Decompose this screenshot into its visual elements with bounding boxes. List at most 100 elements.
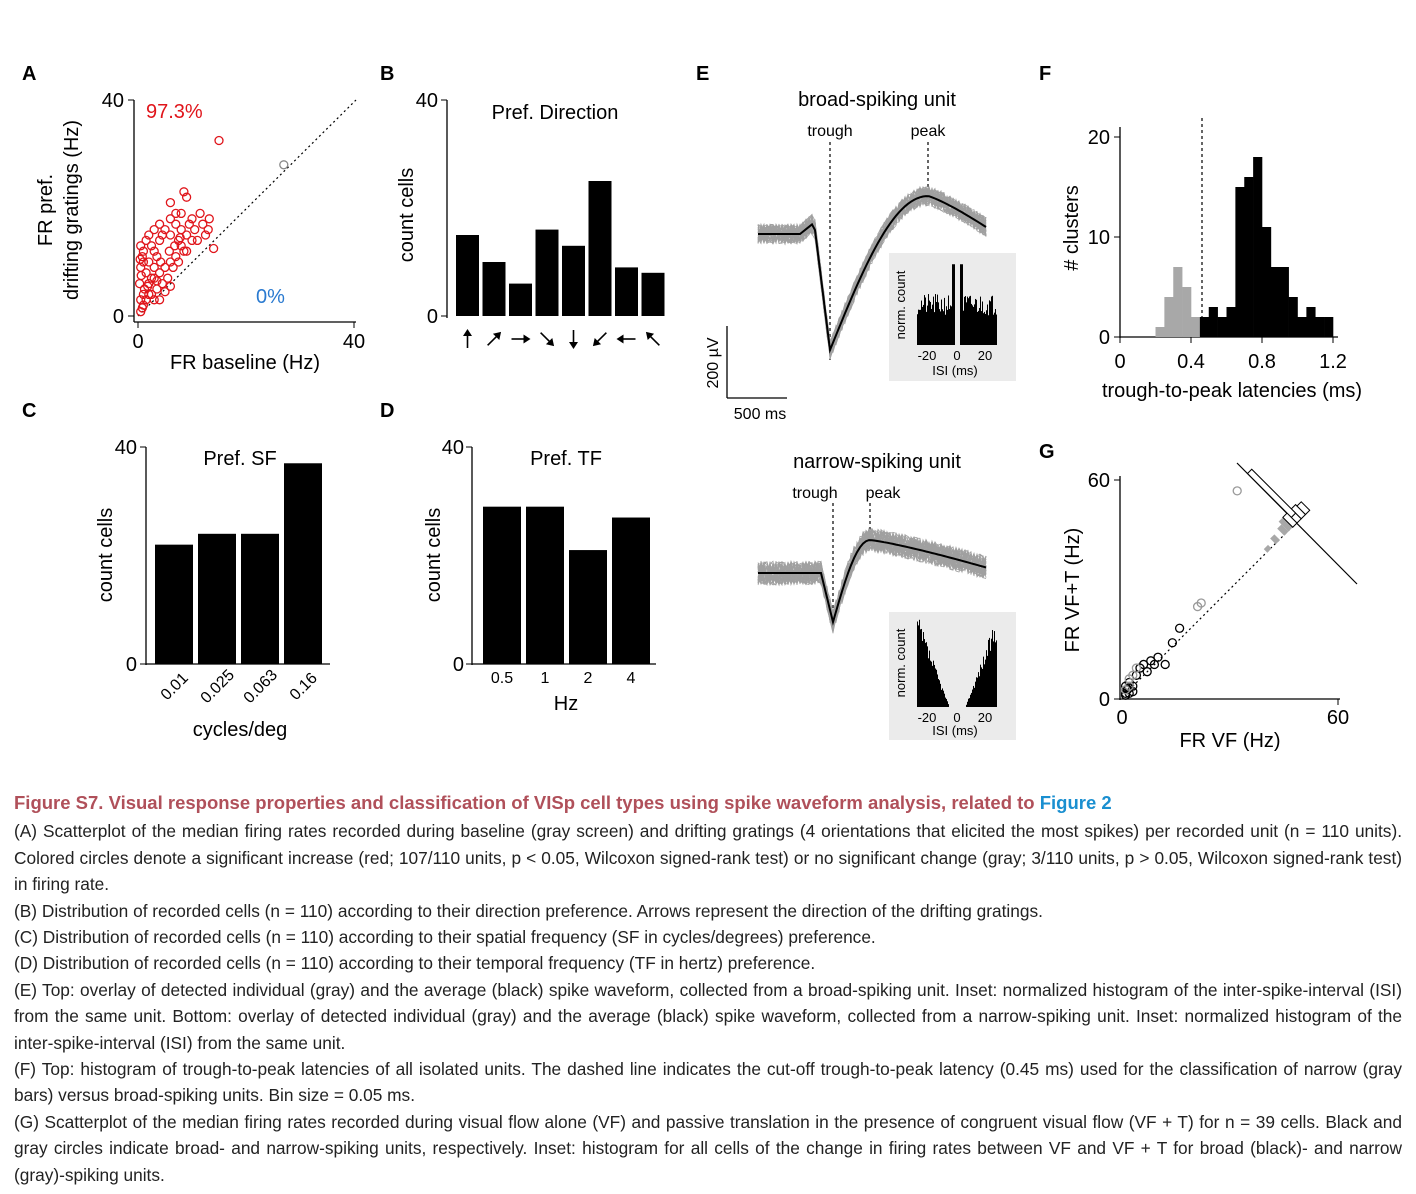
c-ytick-40: 40 [115,437,137,459]
d-xtick: 0.5 [491,670,513,687]
f-xtick-0.4: 0.4 [1177,351,1205,373]
isi-bin [941,299,942,345]
isi-bin [985,659,986,707]
figure-panels: A B E F C D G 40 0 0 40 FR baseline (Hz)… [22,63,1362,752]
a-point [152,276,162,286]
isi-bin [938,302,939,345]
isi-bin [989,637,990,707]
a-percent-decrease: 0% [256,286,285,308]
c-xlabel: cycles/deg [193,719,288,741]
f-bar [1155,327,1165,337]
direction-arrow-icon [645,331,660,346]
isi-bin [971,303,972,345]
isi-bin [945,314,946,345]
isi-bin [928,294,929,345]
d-ytick-40: 40 [442,437,464,459]
c-bar [155,544,193,664]
isi-bin [973,685,974,707]
b-bar [588,181,612,316]
a-point [173,257,184,267]
g-point [1131,670,1142,680]
isi-bin [952,264,953,345]
isi-bin [922,640,923,707]
a-point [156,257,166,267]
g-point [1149,659,1160,670]
isi-bin [974,304,975,345]
isi-bin [934,312,935,345]
isi-bin [939,309,940,345]
a-point [200,230,211,240]
b-ytick-40: 40 [416,90,438,112]
d-ytick-0: 0 [453,654,464,676]
isi-bin [919,619,920,707]
broad-inset-xlabel: ISI (ms) [932,363,978,378]
a-point [164,246,174,256]
waveform-trace [757,188,987,355]
a-point [149,295,159,305]
isi-bin [923,304,924,345]
isi-bin [945,697,946,707]
isi-bin [953,264,954,345]
isi-bin [926,311,927,345]
isi-bin [927,646,928,707]
isi-bin [948,295,949,345]
isi-bin [924,639,925,707]
f-bar [1288,297,1298,337]
f-xlabel: trough-to-peak latencies (ms) [1102,380,1362,402]
isi-bin [988,639,989,707]
g-point [1160,659,1170,670]
narrow-inset-xtick-20: 20 [978,710,992,725]
isi-bin [984,664,985,707]
b-ytick-0: 0 [427,306,438,328]
isi-bin [968,298,969,345]
a-point [165,281,176,291]
isi-bin [996,314,997,345]
f-bar [1279,267,1289,337]
isi-bin [967,296,968,345]
a-point [146,273,157,283]
isi-bin [931,308,932,345]
c-xtick: 0.025 [198,667,238,707]
isi-bin [946,698,947,707]
isi-bin [981,667,982,707]
isi-bin [972,305,973,345]
panel-letter-d: D [380,400,394,422]
isi-bin [917,621,918,707]
isi-bin [983,313,984,345]
b-bar [641,272,665,316]
direction-arrow-icon [540,332,555,347]
a-point [168,262,178,273]
a-point [165,230,176,240]
a-xlabel: FR baseline (Hz) [170,352,320,374]
a-point [170,241,180,251]
a-point [138,246,149,256]
isi-bin [926,642,927,707]
isi-bin [988,315,989,345]
f-bar [1217,317,1227,337]
figure-2-link[interactable]: Figure 2 [1039,792,1112,813]
g-point [1131,663,1142,673]
f-bar [1235,187,1245,337]
broad-inset-xtick-0: 0 [953,348,960,363]
isi-bin [947,309,948,345]
isi-bin [937,294,938,345]
isi-bin [990,301,991,345]
e-narrow-peak-label: peak [866,485,902,502]
isi-bin [946,306,947,345]
g-inset-histogram [1246,468,1311,553]
a-point [137,251,147,262]
isi-bin [944,693,945,707]
isi-bin [978,672,979,707]
isi-bin [973,306,974,345]
panel-c-bar: 40 0 count cells Pref. SF cycles/deg 0.0… [95,437,330,741]
g-point [1124,677,1134,688]
isi-bin [949,309,950,345]
waveform-trace [757,536,987,631]
panel-letter-a: A [22,63,36,85]
isi-bin [940,311,941,345]
a-point [204,214,214,224]
a-ytick-0: 0 [113,306,124,328]
broad-inset-xtick-neg20: -20 [918,348,937,363]
isi-bin [978,310,979,345]
d-ylabel: count cells [423,508,445,603]
